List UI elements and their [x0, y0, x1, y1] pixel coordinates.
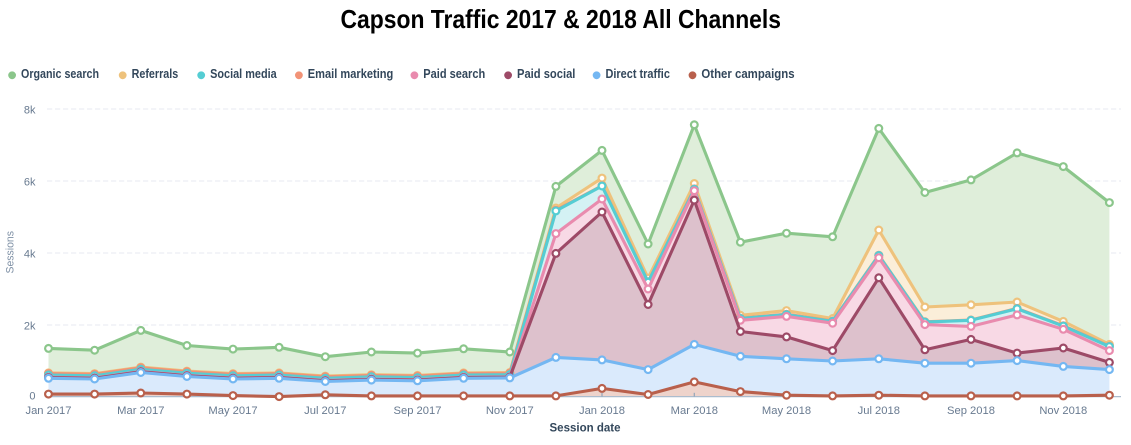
svg-text:Jan 2017: Jan 2017	[25, 405, 71, 417]
svg-text:Paid social: Paid social	[517, 67, 575, 81]
svg-text:Other campaigns: Other campaigns	[701, 67, 794, 81]
svg-text:Jul 2018: Jul 2018	[858, 405, 900, 417]
svg-text:Referrals: Referrals	[132, 67, 179, 81]
svg-text:6k: 6k	[24, 176, 36, 188]
svg-text:May 2018: May 2018	[762, 405, 811, 417]
svg-text:Nov 2017: Nov 2017	[486, 405, 534, 417]
svg-text:Capson Traffic 2017 & 2018 All: Capson Traffic 2017 & 2018 All Channels	[341, 4, 782, 34]
svg-text:Paid search: Paid search	[423, 67, 485, 81]
svg-text:Sessions: Sessions	[5, 230, 17, 273]
svg-text:4k: 4k	[24, 248, 36, 260]
svg-text:Nov 2018: Nov 2018	[1039, 405, 1087, 417]
svg-text:Organic search: Organic search	[21, 67, 99, 81]
svg-text:Jul 2017: Jul 2017	[304, 405, 346, 417]
svg-text:2k: 2k	[24, 320, 36, 332]
svg-text:8k: 8k	[24, 104, 36, 116]
svg-text:0: 0	[29, 391, 35, 403]
svg-text:Sep 2017: Sep 2017	[394, 405, 442, 417]
svg-text:May 2017: May 2017	[208, 405, 257, 417]
svg-text:Mar 2017: Mar 2017	[117, 405, 164, 417]
svg-text:Session date: Session date	[550, 423, 621, 435]
svg-text:Mar 2018: Mar 2018	[671, 405, 718, 417]
svg-text:Social media: Social media	[210, 67, 277, 81]
svg-text:Sep 2018: Sep 2018	[947, 405, 995, 417]
svg-text:Email marketing: Email marketing	[308, 67, 394, 81]
svg-text:Jan 2018: Jan 2018	[579, 405, 625, 417]
svg-text:Direct traffic: Direct traffic	[606, 67, 670, 81]
